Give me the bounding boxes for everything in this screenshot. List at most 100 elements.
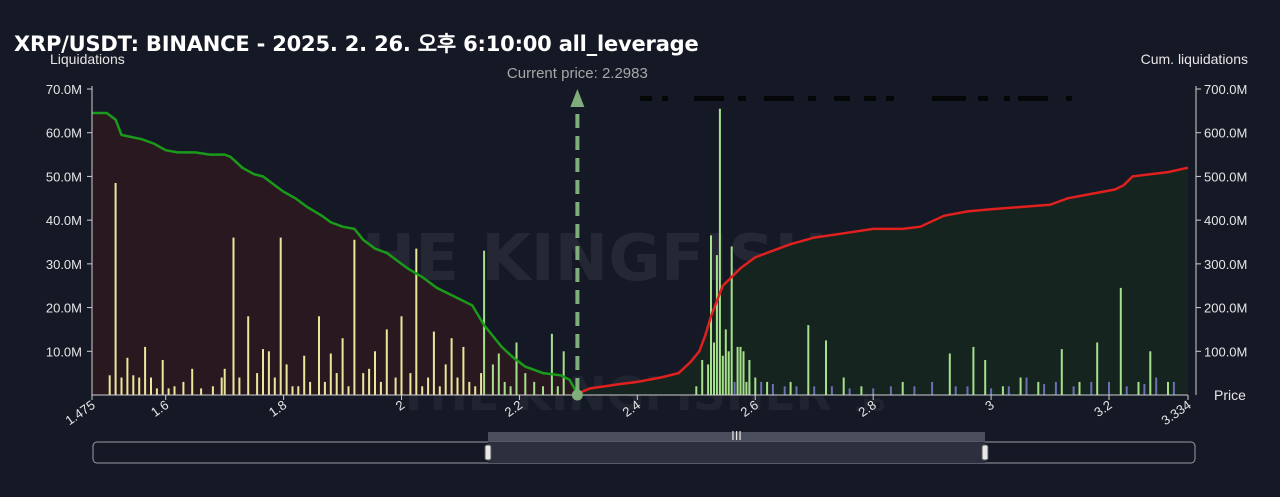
minor-liquidation-bar [760,381,763,395]
slider-move-bar[interactable] [488,432,985,441]
long-liquidation-bar [695,386,698,395]
short-liquidation-bar [556,386,559,395]
legend-mark [1004,96,1010,101]
short-liquidation-bar [120,377,123,395]
long-liquidation-bar [707,364,710,395]
long-liquidation-bar [718,108,721,395]
long-liquidation-bar [727,351,730,395]
long-liquidation-bar [1149,351,1152,395]
legend-mark [808,96,816,101]
short-liquidation-bar [550,333,553,395]
short-liquidation-bar [200,388,203,395]
short-liquidation-bar [341,338,344,395]
watermark-suffix: .io [854,392,885,417]
short-liquidation-bar [503,381,506,395]
x-tick-label: 3 [982,397,997,413]
short-liquidation-bar [297,386,300,395]
current-price-marker: Current price: 2.2983 [507,65,648,401]
long-liquidation-bar [1167,381,1169,395]
minor-liquidation-bar [1072,386,1075,395]
long-liquidation-bar [860,386,863,395]
short-liquidation-bar [335,373,338,395]
long-liquidation-bar [901,381,904,395]
long-liquidation-bar [1019,377,1022,395]
long-liquidation-bar [1096,342,1099,395]
minor-liquidation-bar [830,386,833,395]
slider-grip-icon: III [731,428,742,443]
long-liquidation-bar [748,360,751,395]
long-cum-line [576,166,1189,395]
long-liquidation-bar [745,381,748,395]
short-liquidation-bar [167,388,170,395]
x-tick-label: 1.6 [148,397,171,420]
legend-placeholder [640,96,1072,101]
short-liquidation-bar [509,386,512,395]
short-liquidation-bar [533,381,536,395]
short-liquidation-bar [468,381,471,395]
range-slider[interactable]: III [92,428,1196,464]
y-tick-label-left: 30.0M [46,257,82,272]
short-liquidation-bar [374,351,376,395]
short-liquidation-bar [432,331,435,395]
legend-mark [864,96,876,101]
long-cum-area [577,167,1188,395]
short-liquidation-bar [353,239,356,395]
short-liquidation-bar [309,381,312,395]
short-liquidation-bar [318,316,320,395]
short-liquidation-bar [480,373,483,395]
long-liquidation-bar [789,381,792,395]
short-liquidation-bar [262,349,264,395]
short-liquidation-bar [182,381,185,395]
long-liquidation-bar [715,255,718,395]
slider-handle-left[interactable] [484,444,492,461]
minor-liquidation-bar [1143,384,1146,395]
minor-liquidation-bar [872,388,875,395]
minor-liquidation-bar [1125,386,1128,395]
current-price-dot [571,389,583,401]
long-liquidation-bar [948,353,951,395]
short-liquidation-bar [223,368,226,395]
short-liquidation-bar [161,360,164,395]
minor-liquidation-bar [966,386,969,395]
long-liquidation-bar [1137,381,1140,395]
minor-liquidation-bar [771,384,774,395]
x-tick-label: 1.8 [266,397,289,420]
short-liquidation-bar [173,386,176,395]
short-liquidation-bar [291,386,294,395]
short-liquidation-bar [114,183,117,395]
short-liquidation-bar [155,388,158,395]
short-liquidation-bar [456,377,459,395]
minor-liquidation-bar [783,386,786,395]
short-liquidation-bar [144,346,147,395]
short-liquidation-bar [329,353,332,395]
short-liquidation-bar [400,316,403,395]
minor-liquidation-bar [1054,381,1057,395]
minor-liquidation-bar [848,388,851,395]
current-price-arrow [570,89,585,107]
x-axis-label: Price [1214,387,1246,403]
slider-selected-range[interactable] [488,442,985,463]
minor-liquidation-bar [813,386,816,395]
legend-mark [1066,96,1072,101]
short-liquidation-bar [303,355,306,395]
short-liquidation-bar [273,377,276,395]
short-liquidation-bar [108,375,111,395]
legend-mark [694,96,724,101]
short-liquidation-bar [347,386,350,395]
slider-handle-right[interactable] [981,444,989,461]
long-liquidation-bar [713,342,715,395]
minor-liquidation-bar [1043,384,1046,395]
long-liquidation-bar [766,381,769,395]
minor-liquidation-bar [990,388,993,395]
y-tick-label-right: 600.0M [1204,126,1247,141]
x-tick-label: 1.475 [62,397,97,428]
y-tick-label-left: 70.0M [46,82,82,97]
long-liquidation-bar [1078,381,1081,395]
short-liquidation-bar [256,373,259,395]
minor-liquidation-bar [733,381,736,395]
long-liquidation-bar [807,325,810,395]
short-cum-area [92,113,578,395]
y-tick-label-right: 200.0M [1204,301,1247,316]
y-axis-left-label: Liquidations [50,51,125,67]
